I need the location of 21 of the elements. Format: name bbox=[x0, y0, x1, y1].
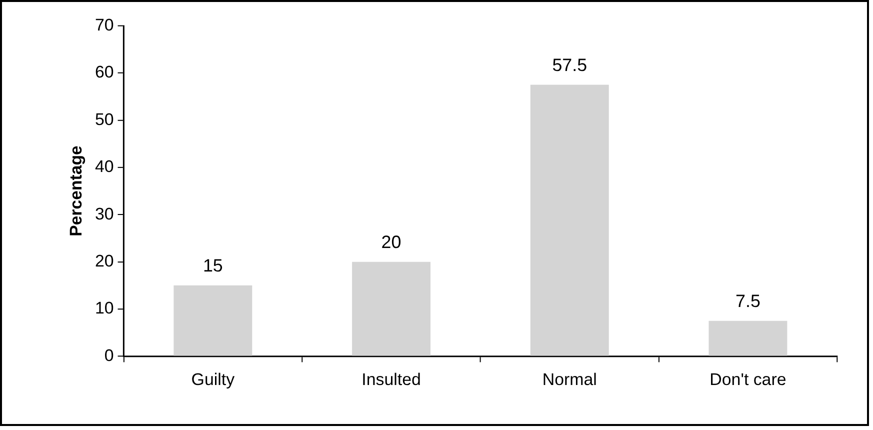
bar bbox=[174, 285, 252, 356]
data-label: 7.5 bbox=[736, 290, 760, 311]
bar bbox=[530, 84, 609, 356]
y-tick-label: 50 bbox=[94, 110, 114, 129]
bar bbox=[352, 262, 431, 356]
x-tick-label: Normal bbox=[542, 370, 597, 389]
y-tick-label: 30 bbox=[94, 204, 114, 224]
y-tick-label: 40 bbox=[94, 157, 114, 176]
data-label: 57.5 bbox=[552, 54, 588, 75]
x-tick-label: Don't care bbox=[710, 370, 786, 389]
x-tick-label: Guilty bbox=[191, 370, 236, 389]
y-tick-label: 70 bbox=[94, 15, 114, 34]
x-tick-label: Insulted bbox=[362, 370, 421, 389]
data-label: 20 bbox=[381, 232, 402, 252]
y-axis-title: Percentage bbox=[66, 146, 86, 236]
y-tick-label: 10 bbox=[94, 298, 114, 318]
data-label: 15 bbox=[202, 256, 223, 276]
bar bbox=[708, 320, 788, 356]
y-tick-label: 60 bbox=[94, 62, 114, 82]
y-tick-label: 0 bbox=[104, 346, 114, 365]
y-tick-label: 20 bbox=[94, 252, 114, 270]
